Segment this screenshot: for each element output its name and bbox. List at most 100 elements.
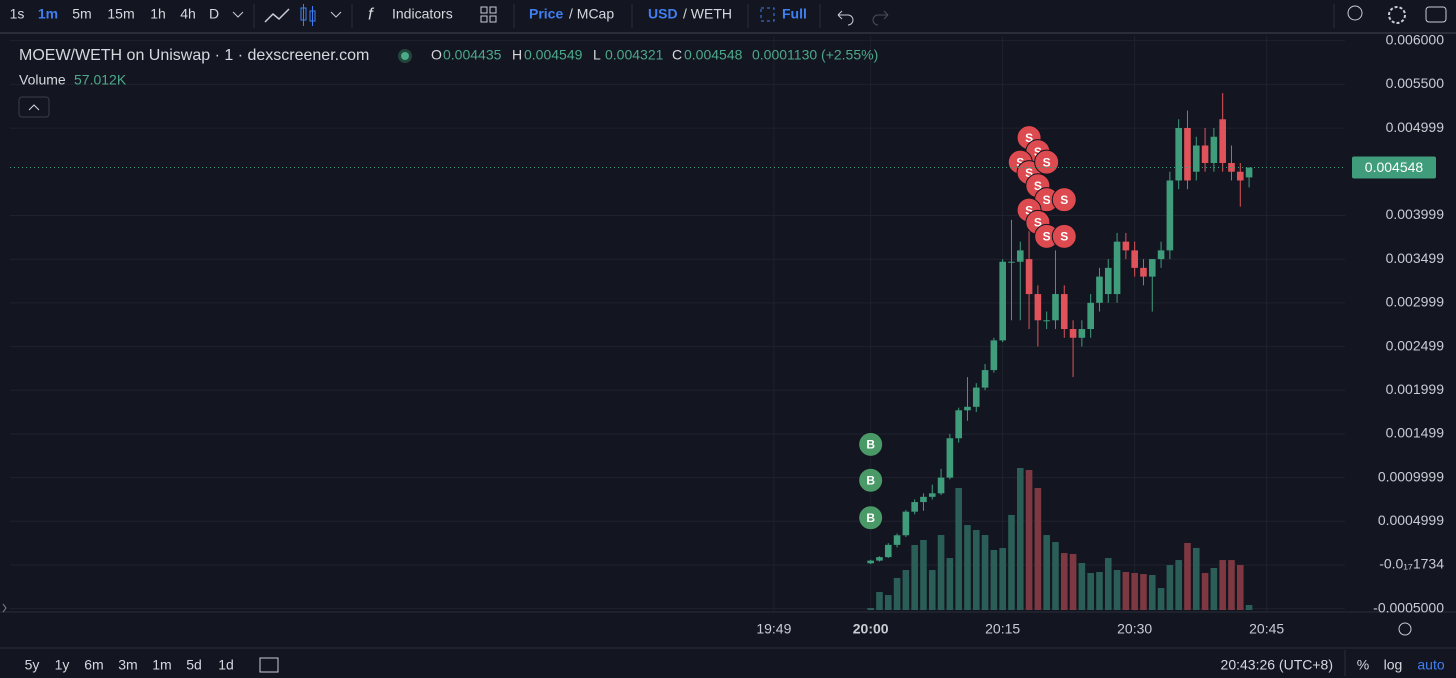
- volume-bar: [1096, 572, 1103, 610]
- range-button[interactable]: 1d: [218, 657, 234, 673]
- volume-bar: [1122, 572, 1130, 610]
- y-tick-label: 0.0004999: [1378, 512, 1444, 528]
- candle-body: [1236, 171, 1244, 181]
- volume-bar: [1236, 565, 1244, 610]
- collapse-button[interactable]: [18, 96, 50, 118]
- volume-bar: [1148, 575, 1156, 610]
- collapse-arrow[interactable]: [28, 104, 40, 111]
- candle-body: [1052, 294, 1059, 321]
- scroll-arrow[interactable]: [2, 603, 7, 613]
- y-tick-label: 0.002999: [1386, 294, 1445, 310]
- candle-body: [1148, 259, 1156, 277]
- clock: 20:43:26 (UTC+8): [1221, 657, 1333, 673]
- trade-marker-label: B: [866, 473, 875, 487]
- candle-body: [946, 438, 954, 478]
- indicators-button[interactable]: Indicators: [392, 6, 453, 22]
- interval-button[interactable]: 15m: [107, 6, 134, 22]
- usd-toggle[interactable]: USD: [648, 6, 678, 22]
- candle-body: [1034, 294, 1042, 321]
- y-tick-label: 0.001499: [1386, 425, 1445, 441]
- candle-body: [1060, 294, 1068, 330]
- range-button[interactable]: 1m: [152, 657, 171, 673]
- trade-marker-label: S: [1016, 155, 1024, 169]
- candle-body: [1131, 250, 1138, 268]
- redo[interactable]: [872, 10, 889, 26]
- volume-bar: [1157, 588, 1165, 610]
- full-icon[interactable]: [760, 7, 775, 22]
- volume-bar: [1025, 470, 1033, 610]
- range-button[interactable]: 5d: [186, 657, 202, 673]
- undo[interactable]: [837, 10, 854, 26]
- weth-toggle[interactable]: / WETH: [683, 6, 732, 22]
- trade-marker-label: S: [1060, 193, 1068, 207]
- candle-body: [1122, 241, 1130, 251]
- interval-button[interactable]: 1m: [38, 6, 58, 22]
- range-button[interactable]: 5y: [25, 657, 40, 673]
- price-toggle[interactable]: Price: [529, 6, 563, 22]
- candle-body: [972, 387, 980, 407]
- full-button[interactable]: Full: [782, 6, 807, 22]
- trade-marker: [1034, 149, 1060, 175]
- interval-button[interactable]: D: [209, 6, 219, 22]
- candle-icon[interactable]: [300, 4, 316, 26]
- candle-body: [1069, 329, 1077, 338]
- trade-marker-label: S: [1025, 203, 1033, 217]
- volume-bar: [1016, 467, 1024, 610]
- interval-button[interactable]: 5m: [72, 6, 91, 22]
- axis-settings[interactable]: [1398, 622, 1412, 636]
- candle-body: [1096, 276, 1103, 303]
- ohlc-key: H: [512, 47, 522, 63]
- candle-body: [1087, 302, 1094, 330]
- ohlc-key: C: [672, 47, 682, 63]
- mcap-toggle[interactable]: / MCap: [569, 6, 614, 22]
- candle-body: [981, 370, 989, 388]
- layout-icon[interactable]: [480, 6, 497, 23]
- range-button[interactable]: 6m: [84, 657, 103, 673]
- screenshot-icon[interactable]: [1425, 6, 1447, 23]
- candle-body: [1175, 128, 1182, 181]
- candle-body: [1157, 250, 1165, 260]
- volume-bar: [1069, 554, 1077, 610]
- interval-button[interactable]: 1h: [150, 6, 166, 22]
- volume-bar: [1245, 605, 1253, 610]
- trade-marker: [858, 505, 884, 531]
- volume-bar: [1008, 514, 1015, 610]
- volume-bar: [1052, 542, 1059, 610]
- line-chart-icon[interactable]: [264, 8, 290, 23]
- scale-option[interactable]: %: [1357, 657, 1369, 673]
- candle-body: [990, 340, 998, 371]
- price-change: 0.0001130 (+2.55%): [752, 47, 878, 63]
- range-button[interactable]: 1y: [55, 657, 70, 673]
- range-button[interactable]: 3m: [118, 657, 137, 673]
- current-price-label: 0.004548: [1365, 159, 1424, 175]
- scale-option[interactable]: log: [1384, 657, 1403, 673]
- interval-button[interactable]: 1s: [10, 6, 25, 22]
- y-tick-label: 0.0009999: [1378, 468, 1444, 484]
- y-tick-label: 0.003499: [1386, 250, 1445, 266]
- volume-bar: [990, 549, 998, 610]
- x-tick-label: 19:49: [756, 621, 791, 637]
- y-tick-label: -0.0₁₇1734: [1379, 556, 1444, 572]
- candle-body: [1113, 241, 1121, 295]
- candle-body: [867, 560, 874, 564]
- goto-date-icon[interactable]: [259, 657, 279, 673]
- volume-bar: [1078, 563, 1086, 610]
- candle-body: [876, 557, 883, 561]
- fx-icon[interactable]: f: [368, 4, 375, 23]
- y-tick-label: 0.002499: [1386, 337, 1445, 353]
- volume-bar: [1087, 572, 1094, 610]
- x-tick-label: 20:00: [853, 621, 889, 637]
- chevron[interactable]: [330, 11, 342, 18]
- volume-bar: [1184, 542, 1191, 610]
- chevron[interactable]: [232, 11, 244, 18]
- candle-body: [1228, 162, 1235, 172]
- x-tick-label: 20:30: [1117, 621, 1152, 637]
- settings-icon[interactable]: [1388, 6, 1406, 24]
- alert-icon[interactable]: [1347, 5, 1363, 21]
- scale-option[interactable]: auto: [1417, 657, 1444, 673]
- interval-button[interactable]: 4h: [180, 6, 196, 22]
- trade-marker: [1051, 187, 1077, 213]
- candle-body: [893, 535, 901, 545]
- candle-body: [928, 493, 936, 497]
- candle-body: [1016, 250, 1024, 262]
